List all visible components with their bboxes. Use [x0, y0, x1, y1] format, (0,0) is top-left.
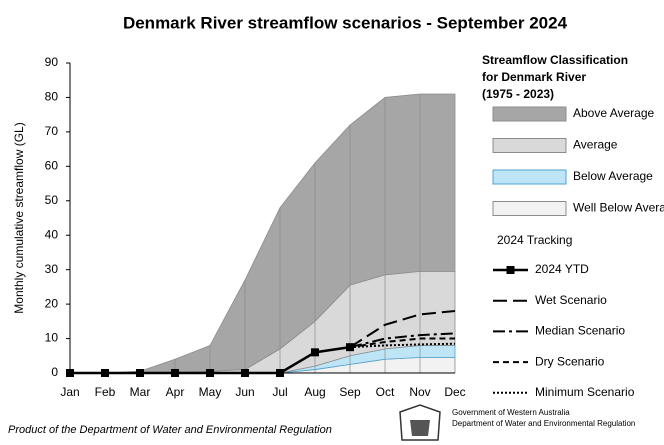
legend-subtitle: 2024 Tracking	[497, 233, 572, 247]
logo-text: Government of Western Australia	[452, 408, 570, 417]
legend-label: Average	[573, 138, 618, 152]
y-tick-label: 0	[51, 365, 58, 379]
marker	[276, 369, 284, 377]
footer-credit: Product of the Department of Water and E…	[8, 424, 332, 436]
line	[349, 342, 456, 349]
line	[349, 310, 456, 349]
legend-label: Well Below Average	[573, 201, 664, 215]
area	[70, 93, 456, 374]
y-tick-label: 60	[45, 159, 59, 173]
y-axis-label: Monthly cumulative streamflow (GL)	[12, 122, 26, 313]
x-tick-label: Oct	[376, 385, 395, 399]
x-tick-label: Mar	[130, 385, 151, 399]
x-tick-label: Feb	[95, 385, 116, 399]
legend-label: Dry Scenario	[535, 354, 605, 368]
x-tick-label: Jan	[60, 385, 79, 399]
y-tick-label: 70	[45, 124, 59, 138]
legend-label: Median Scenario	[535, 324, 625, 338]
legend-title: Streamflow Classification	[482, 53, 628, 67]
marker	[136, 369, 144, 377]
y-tick-label: 40	[45, 227, 59, 241]
legend-swatch	[492, 201, 567, 216]
legend-label: Wet Scenario	[535, 293, 607, 307]
y-tick-label: 20	[45, 296, 59, 310]
marker	[311, 348, 319, 357]
legend-label: 2024 YTD	[535, 262, 589, 276]
x-tick-label: Apr	[166, 385, 185, 399]
legend-marker	[506, 266, 515, 274]
chart-title: Denmark River streamflow scenarios - Sep…	[123, 13, 568, 32]
line	[349, 337, 455, 349]
marker	[206, 369, 214, 377]
x-tick-label: Jun	[235, 385, 254, 399]
x-tick-label: Jul	[272, 385, 287, 399]
legend-label: Below Average	[573, 169, 653, 183]
x-tick-label: May	[199, 385, 222, 399]
legend-swatch	[492, 138, 567, 153]
x-tick-label: Sep	[339, 385, 361, 399]
y-tick-label: 10	[45, 331, 59, 345]
logo	[399, 404, 441, 441]
logo-text: Department of Water and Environmental Re…	[452, 419, 635, 428]
y-tick-label: 30	[45, 262, 59, 276]
y-tick-label: 80	[45, 90, 59, 104]
y-tick-label: 90	[45, 55, 59, 69]
marker	[101, 369, 109, 377]
legend-swatch	[492, 106, 567, 122]
legend-label: Minimum Scenario	[535, 385, 635, 399]
x-tick-label: Aug	[304, 385, 325, 399]
marker	[171, 369, 179, 377]
y-tick-label: 50	[45, 193, 59, 207]
marker	[241, 369, 249, 377]
legend-title: (1975 - 2023)	[482, 87, 554, 101]
marker	[66, 369, 74, 377]
line	[349, 332, 456, 349]
x-tick-label: Nov	[409, 385, 430, 399]
legend-label: Above Average	[573, 106, 655, 120]
x-tick-label: Dec	[444, 385, 465, 399]
legend-swatch	[492, 169, 567, 185]
legend-title: for Denmark River	[482, 70, 586, 84]
